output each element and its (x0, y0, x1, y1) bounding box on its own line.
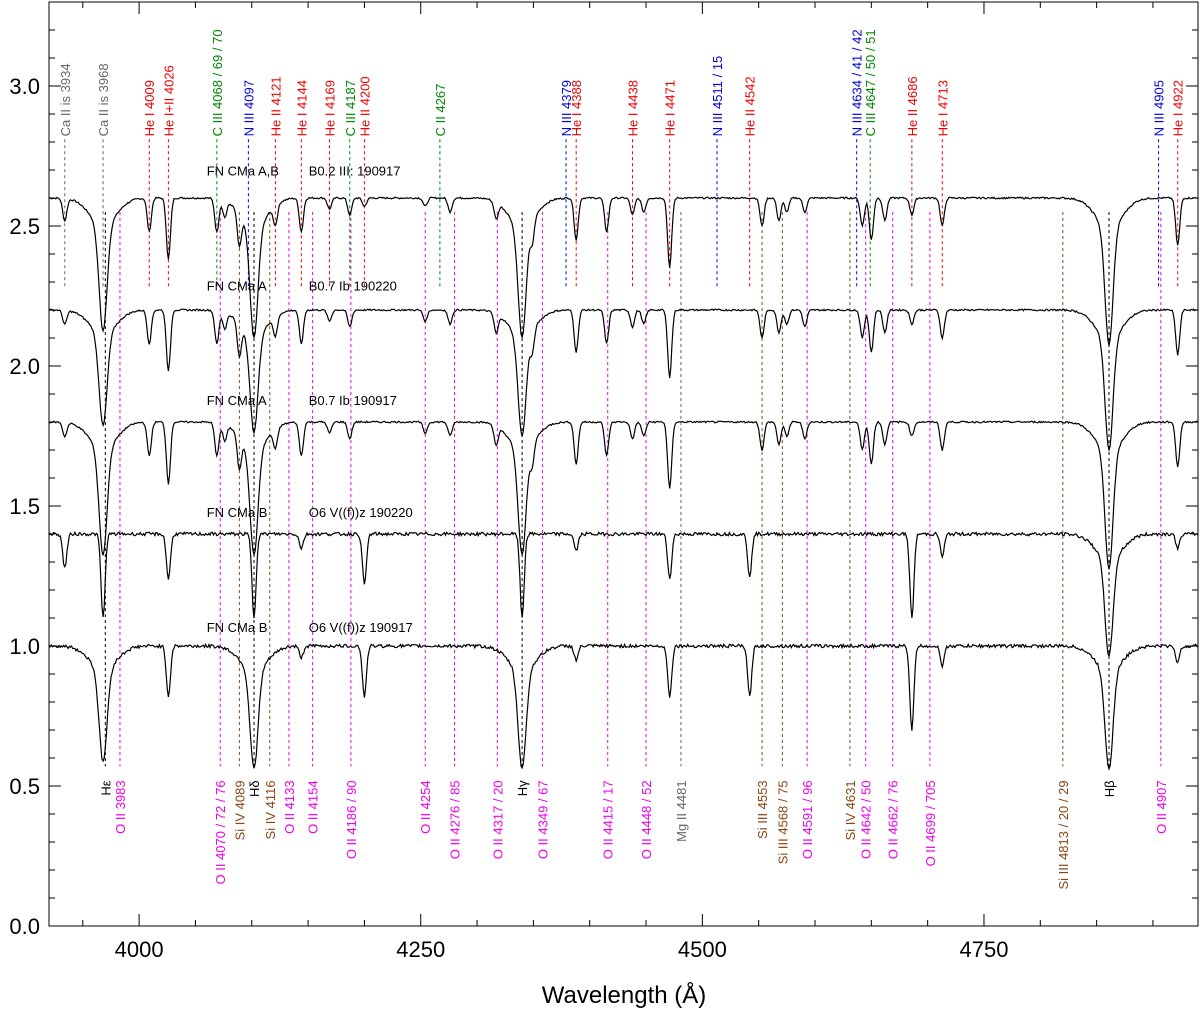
top-line-label: He II 4686 (905, 76, 920, 136)
top-line-label: He I 4388 (569, 80, 584, 136)
top-line-label: He I 4922 (1171, 80, 1186, 136)
bottom-line-label: Si III 4553 (755, 780, 770, 839)
series-name-label: FN CMa B (207, 505, 268, 520)
bottom-line-label: Si III 4813 / 20 / 29 (1056, 780, 1071, 889)
bottom-line-label: O II 3983 (113, 780, 128, 833)
series-sptype-label: O6 V((f))z 190917 (309, 620, 413, 635)
top-line-label: He I 4471 (663, 80, 678, 136)
bottom-line-label: Si IV 4631 (843, 780, 858, 840)
series-sptype-label: B0.7 Ib 190220 (309, 278, 397, 293)
top-line-label: N III 4634 / 41 / 42 (850, 29, 865, 136)
top-line-label: He I 4438 (626, 80, 641, 136)
y-tick-label: 2.5 (9, 214, 40, 239)
top-line-label: C III 4187 (343, 80, 358, 136)
bottom-line-label: Si IV 4116 (263, 780, 278, 839)
bottom-line-label: Si III 4568 / 75 (775, 780, 790, 864)
bottom-line-label: O II 4907 (1154, 780, 1169, 833)
bottom-line-label: O II 4186 / 90 (344, 780, 359, 859)
top-line-label: He II 4121 (268, 76, 283, 136)
bottom-annotations: Hε O II 3983 O II 4070 / 72 / 76 Si IV 4089… (98, 780, 1169, 890)
bottom-line-label: O II 4254 (418, 780, 433, 833)
series-name-label: FN CMa A (207, 393, 267, 408)
top-annotations: Ca II is 3934 Ca II is 3968 He I 4009 He I+… (58, 29, 1186, 136)
x-axis-label: Wavelength (Å) (542, 981, 707, 1009)
top-line-label: N III 4379 (559, 80, 574, 136)
bottom-line-label: O II 4448 / 52 (639, 780, 654, 859)
bottom-line-label: O II 4591 / 96 (800, 780, 815, 859)
bottom-line-label: O II 4276 / 85 (448, 780, 463, 859)
spectrum-line (49, 530, 1198, 658)
top-line-label: C III 4647 / 50 / 51 (863, 29, 878, 136)
line-markers-group (64, 139, 1179, 767)
top-line-label: He I 4144 (294, 80, 309, 136)
top-line-label: Ca II is 3968 (96, 63, 111, 136)
top-line-label: N III 4905 (1152, 80, 1167, 136)
bottom-line-label: O II 4662 / 76 (886, 780, 901, 859)
top-line-label: He I+II 4026 (161, 65, 176, 136)
series-sptype-label: B0.2 III: 190917 (309, 164, 401, 179)
top-line-label: He II 4200 (357, 76, 372, 136)
top-line-label: N III 4097 (241, 80, 256, 136)
top-line-label: N III 4511 / 15 (710, 56, 725, 137)
bottom-line-label: Hδ (247, 780, 262, 797)
bottom-line-label: O II 4349 / 67 (535, 780, 550, 859)
bottom-line-label: Hε (98, 780, 113, 795)
plot-frame (48, 1, 1199, 927)
spectrum-line (49, 196, 1198, 346)
top-line-label: C III 4068 / 69 / 70 (210, 29, 225, 136)
y-tick-label: 1.0 (9, 634, 40, 659)
bottom-line-label: Mg II 4481 (674, 780, 689, 841)
bottom-line-label: O II 4070 / 72 / 76 (213, 780, 228, 884)
bottom-line-label: O II 4133 (282, 780, 297, 833)
bottom-line-label: O II 4699 / 705 (923, 780, 938, 866)
bottom-line-label: Hγ (515, 780, 530, 796)
top-line-label: He I 4169 (322, 80, 337, 136)
y-tick-label: 0.5 (9, 774, 40, 799)
y-tick-label: 1.5 (9, 494, 40, 519)
x-tick-label: 4000 (115, 937, 164, 962)
bottom-line-label: O II 4415 / 17 (601, 780, 616, 859)
x-tick-label: 4500 (678, 937, 727, 962)
top-line-label: Ca II is 3934 (58, 63, 73, 136)
x-tick-label: 4750 (959, 937, 1008, 962)
top-line-label: He I 4009 (142, 80, 157, 136)
bottom-line-label: O II 4642 / 50 (859, 780, 874, 859)
spectrum-line (49, 420, 1198, 570)
spectrum-line (49, 308, 1198, 453)
spectrum-line (49, 642, 1198, 771)
top-line-label: He I 4713 (935, 80, 950, 136)
top-line-label: C II 4267 (433, 84, 448, 137)
bottom-line-label: Si IV 4089 (232, 780, 247, 840)
y-tick-label: 0.0 (9, 914, 40, 939)
series-sptype-label: O6 V((f))z 190220 (309, 505, 413, 520)
spectra-group (49, 196, 1198, 771)
series-name-label: FN CMa A,B (207, 164, 279, 179)
top-line-label: He II 4542 (743, 76, 758, 136)
y-tick-label: 3.0 (9, 74, 40, 99)
bottom-line-label: Hβ (1102, 780, 1117, 797)
bottom-line-label: O II 4317 / 20 (490, 780, 505, 859)
bottom-line-label: O II 4154 (306, 780, 321, 833)
series-name-label: FN CMa B (207, 620, 268, 635)
x-tick-label: 4250 (396, 937, 445, 962)
series-name-label: FN CMa A (207, 278, 267, 293)
series-labels: FN CMa A,B B0.2 III: 190917 FN CMa A B0.7 I… (207, 164, 413, 635)
series-sptype-label: B0.7 Ib 190917 (309, 393, 397, 408)
y-tick-label: 2.0 (9, 354, 40, 379)
axes-group: 0.0 0.5 1.0 1.5 2.0 2.5 3.0 4000 4250 4500 4750 (9, 1, 1198, 962)
